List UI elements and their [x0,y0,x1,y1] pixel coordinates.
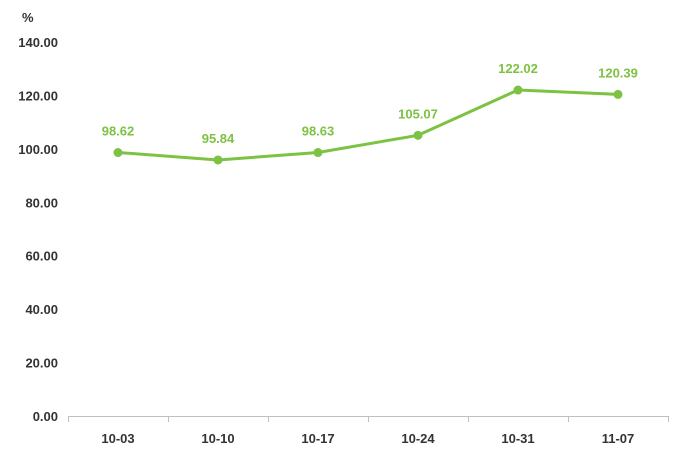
x-tick-label: 10-03 [101,431,134,446]
x-tick-label: 10-10 [201,431,234,446]
y-axis: 0.00 20.00 40.00 60.00 80.00 100.00 120.00 140.… [18,35,58,424]
data-point [513,85,523,95]
data-label: 98.62 [102,124,135,139]
data-labels: 98.62 95.84 98.63 105.07 122.02 120.39 [102,61,638,146]
data-point [413,130,423,140]
y-tick-label: 20.00 [25,356,58,371]
x-tick-label: 10-31 [501,431,534,446]
data-point [213,155,223,165]
data-points [113,85,623,165]
data-point [113,148,123,158]
data-label: 122.02 [498,61,538,76]
x-tick-label: 10-17 [301,431,334,446]
data-label: 105.07 [398,106,438,121]
y-tick-label: 60.00 [25,249,58,264]
y-tick-label: 0.00 [33,409,58,424]
data-label: 95.84 [202,131,235,146]
x-tick-label: 10-24 [401,431,435,446]
data-point [613,89,623,99]
series-line [117,88,619,162]
x-tick-label: 11-07 [602,431,635,446]
data-label: 120.39 [598,65,638,80]
data-point [313,148,323,158]
y-tick-label: 80.00 [25,195,58,210]
data-label: 98.63 [302,124,335,139]
x-axis: 10-03 10-10 10-17 10-24 10-31 11-07 [68,416,669,446]
y-tick-label: 100.00 [18,142,58,157]
y-tick-label: 40.00 [25,302,58,317]
y-tick-label: 120.00 [18,88,58,103]
y-tick-label: 140.00 [18,35,58,50]
y-axis-unit-label: % [22,10,34,25]
